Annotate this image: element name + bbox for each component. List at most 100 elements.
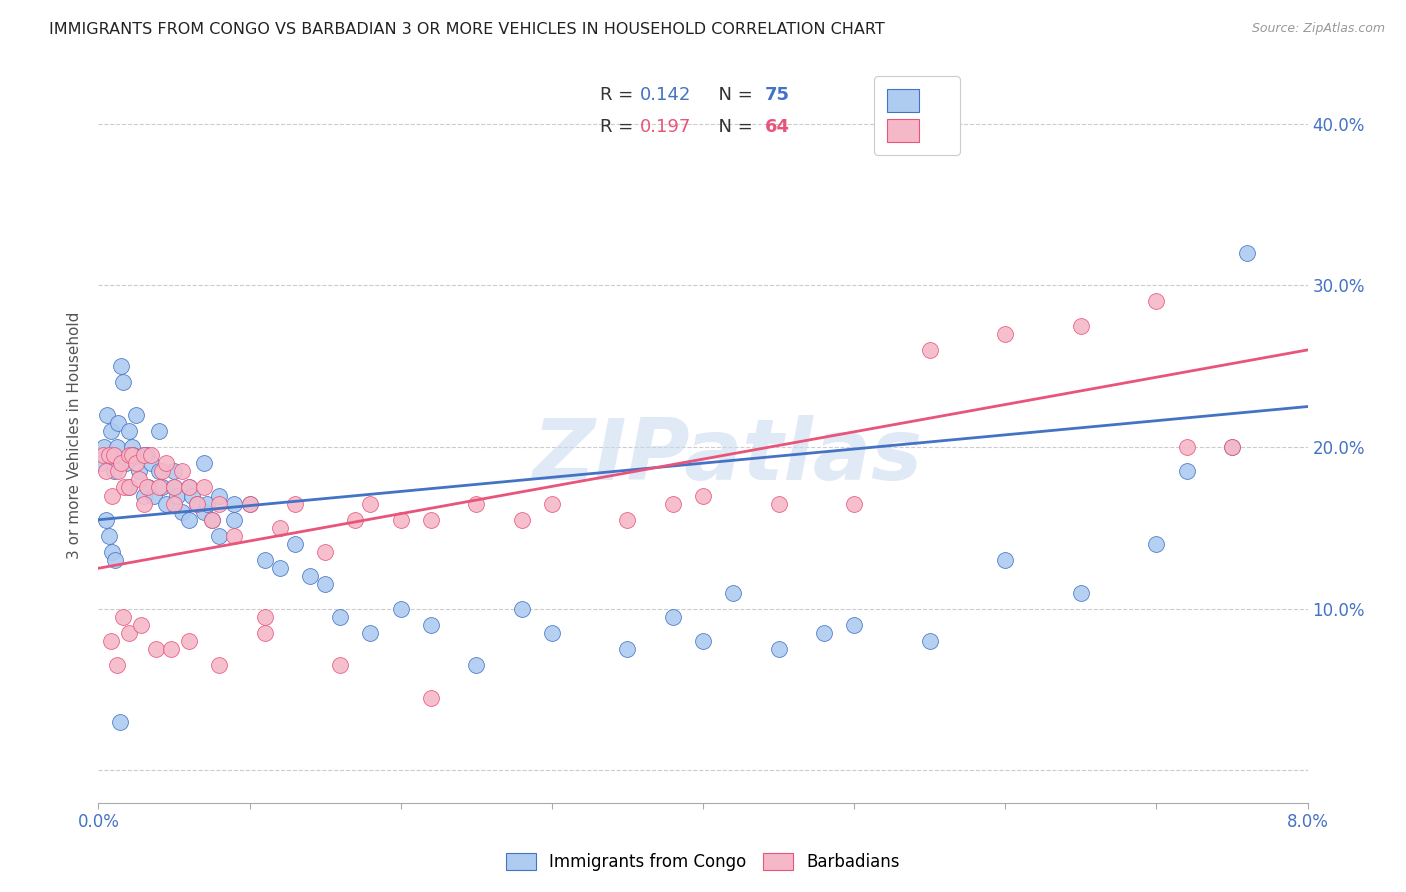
Point [90, 456, 112, 470]
Point [360, 626, 382, 640]
Y-axis label: 3 or more Vehicles in Household: 3 or more Vehicles in Household [67, 311, 83, 558]
Point [118, 448, 141, 462]
Point [148, 424, 170, 438]
Point [103, 448, 125, 462]
Point [1175, 464, 1198, 478]
Point [143, 488, 166, 502]
Point [201, 513, 224, 527]
Point [135, 448, 157, 462]
Point [994, 326, 1017, 341]
Point [132, 448, 155, 462]
Point [420, 618, 443, 632]
Point [1070, 318, 1092, 333]
Point [132, 448, 155, 462]
Point [121, 448, 143, 462]
Text: R =: R = [600, 118, 640, 136]
Point [844, 497, 866, 511]
Point [98, 448, 121, 462]
Point [128, 472, 150, 486]
Point [118, 480, 141, 494]
Point [179, 480, 201, 494]
Text: 64: 64 [765, 118, 790, 136]
Point [1236, 246, 1258, 260]
Text: IMMIGRANTS FROM CONGO VS BARBADIAN 3 OR MORE VEHICLES IN HOUSEHOLD CORRELATION C: IMMIGRANTS FROM CONGO VS BARBADIAN 3 OR … [49, 22, 884, 37]
Point [224, 497, 246, 511]
Point [170, 464, 193, 478]
Text: N =: N = [707, 86, 758, 104]
Point [91, 448, 114, 462]
Text: 75: 75 [765, 86, 790, 104]
Point [100, 424, 122, 438]
Point [103, 448, 125, 462]
Point [155, 497, 177, 511]
Point [108, 714, 131, 729]
Point [112, 480, 135, 494]
Point [94, 464, 117, 478]
Point [723, 585, 745, 599]
Point [768, 497, 790, 511]
Point [208, 658, 231, 673]
Text: R =: R = [600, 86, 640, 104]
Point [118, 424, 141, 438]
Point [105, 440, 128, 454]
Point [465, 658, 488, 673]
Point [121, 440, 143, 454]
Point [110, 359, 132, 373]
Point [122, 448, 145, 462]
Point [239, 497, 262, 511]
Point [208, 488, 231, 502]
Point [465, 497, 488, 511]
Point [768, 642, 790, 657]
Point [141, 448, 163, 462]
Point [135, 480, 157, 494]
Point [1146, 294, 1168, 309]
Point [692, 488, 714, 502]
Point [510, 513, 533, 527]
Point [344, 513, 367, 527]
Point [96, 408, 118, 422]
Point [170, 505, 193, 519]
Point [360, 497, 382, 511]
Point [107, 464, 129, 478]
Point [269, 521, 291, 535]
Point [208, 529, 231, 543]
Text: N =: N = [707, 118, 758, 136]
Point [104, 553, 127, 567]
Point [208, 497, 231, 511]
Point [329, 658, 352, 673]
Point [918, 634, 941, 648]
Legend:    ,    : , [875, 76, 960, 155]
Point [179, 634, 201, 648]
Point [284, 497, 307, 511]
Point [420, 513, 443, 527]
Point [118, 626, 141, 640]
Point [314, 545, 336, 559]
Point [148, 464, 170, 478]
Point [661, 497, 683, 511]
Point [918, 343, 941, 357]
Point [661, 609, 683, 624]
Text: ZIPatlas: ZIPatlas [531, 416, 922, 499]
Point [193, 480, 215, 494]
Point [1146, 537, 1168, 551]
Point [179, 513, 201, 527]
Point [125, 456, 148, 470]
Legend: Immigrants from Congo, Barbadians: Immigrants from Congo, Barbadians [498, 845, 908, 880]
Point [389, 601, 412, 615]
Point [616, 513, 638, 527]
Point [616, 642, 638, 657]
Point [111, 609, 134, 624]
Point [1220, 440, 1243, 454]
Point [193, 505, 215, 519]
Point [132, 497, 155, 511]
Point [329, 609, 352, 624]
Point [314, 577, 336, 591]
Point [163, 497, 186, 511]
Point [163, 480, 186, 494]
Point [160, 642, 183, 657]
Point [239, 497, 262, 511]
Text: 0.197: 0.197 [640, 118, 692, 136]
Point [100, 634, 122, 648]
Point [128, 464, 150, 478]
Point [224, 529, 246, 543]
